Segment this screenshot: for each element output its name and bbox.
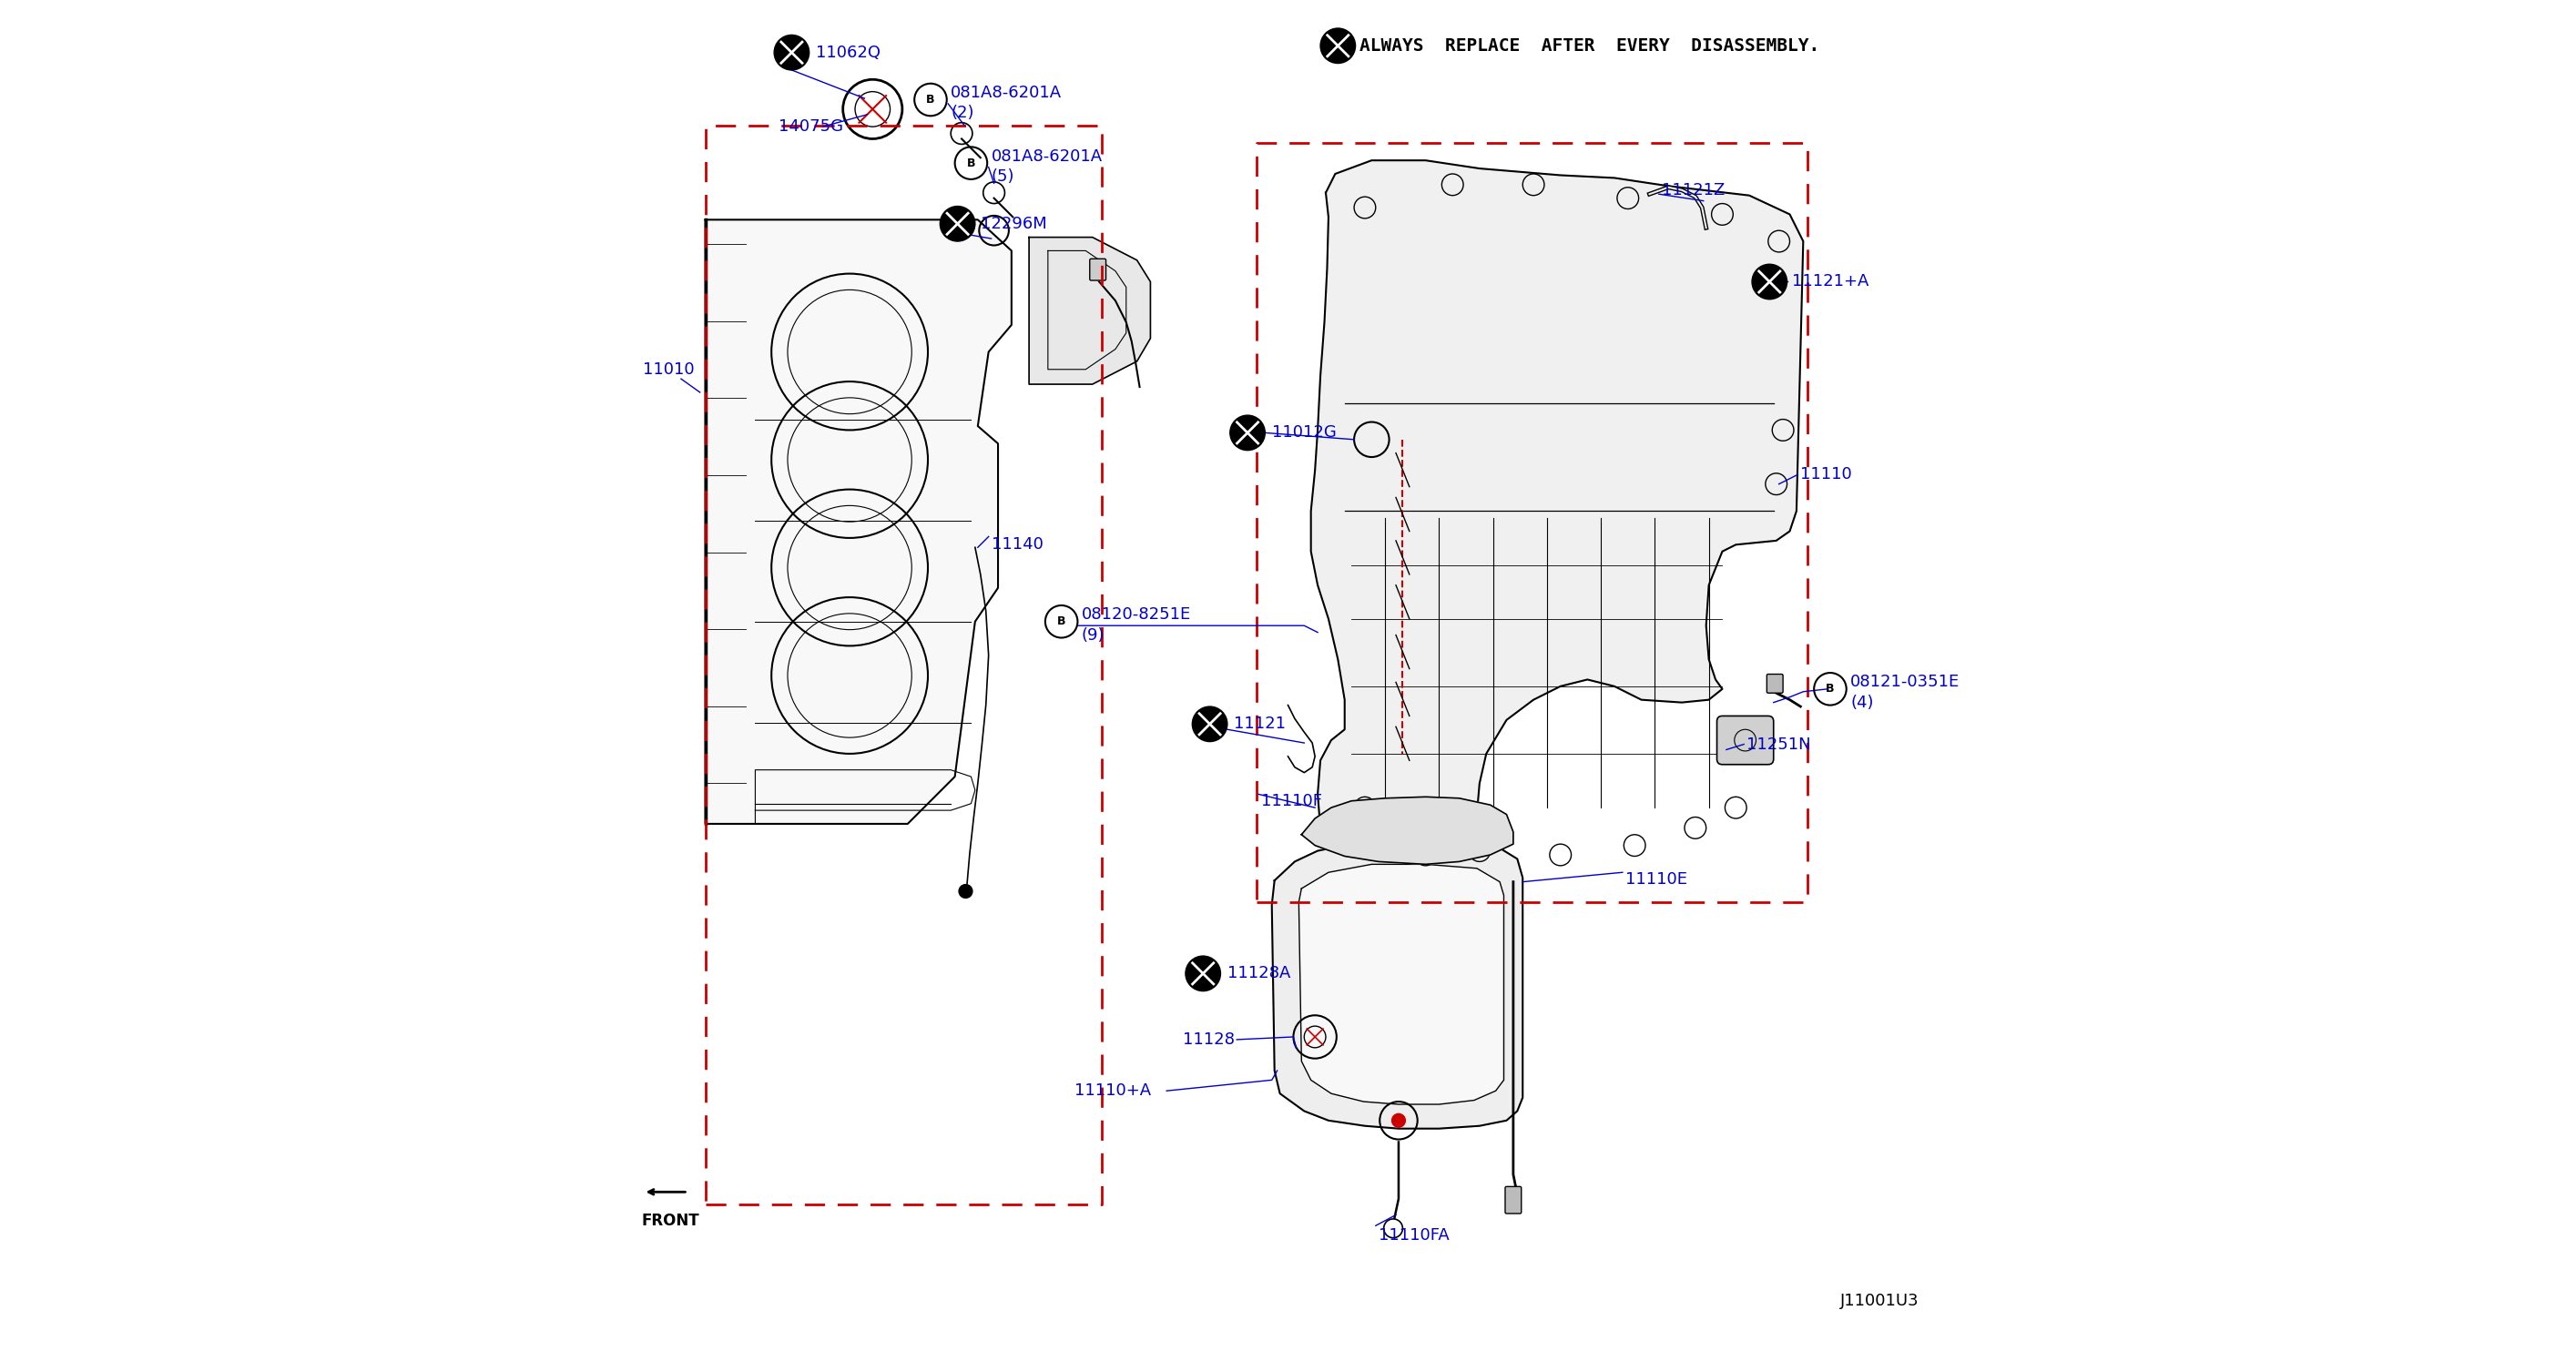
Polygon shape xyxy=(1273,844,1522,1128)
Polygon shape xyxy=(1301,797,1512,865)
Text: 12296M: 12296M xyxy=(981,216,1046,232)
Circle shape xyxy=(958,885,971,898)
Polygon shape xyxy=(1311,161,1803,873)
FancyBboxPatch shape xyxy=(1718,716,1772,765)
Text: 11110+A: 11110+A xyxy=(1074,1082,1151,1098)
Text: B: B xyxy=(1056,616,1066,627)
Text: B: B xyxy=(927,93,935,105)
Text: 081A8-6201A: 081A8-6201A xyxy=(992,149,1103,165)
Circle shape xyxy=(1321,28,1355,63)
Text: (2): (2) xyxy=(951,105,974,122)
Text: FRONT: FRONT xyxy=(641,1212,698,1228)
Text: (5): (5) xyxy=(992,169,1015,185)
Text: (4): (4) xyxy=(1850,694,1873,711)
Text: 11062Q: 11062Q xyxy=(817,45,881,61)
Circle shape xyxy=(1752,265,1788,300)
Circle shape xyxy=(940,207,976,242)
Text: 11110FA: 11110FA xyxy=(1378,1227,1450,1243)
Circle shape xyxy=(1193,707,1226,742)
Polygon shape xyxy=(1028,238,1151,384)
Text: 11128: 11128 xyxy=(1182,1031,1234,1048)
Circle shape xyxy=(1229,415,1265,450)
Text: 11010: 11010 xyxy=(644,361,696,377)
Text: 11128A: 11128A xyxy=(1226,966,1291,982)
Text: 08121-0351E: 08121-0351E xyxy=(1850,674,1960,690)
Text: 14075G: 14075G xyxy=(778,119,842,135)
Text: 11121: 11121 xyxy=(1234,716,1285,732)
Text: ALWAYS  REPLACE  AFTER  EVERY  DISASSEMBLY.: ALWAYS REPLACE AFTER EVERY DISASSEMBLY. xyxy=(1360,36,1819,54)
Text: 11110F: 11110F xyxy=(1262,793,1321,809)
Text: 11140: 11140 xyxy=(992,536,1043,553)
Circle shape xyxy=(775,35,809,70)
Text: B: B xyxy=(966,157,976,169)
Text: 11251N: 11251N xyxy=(1747,736,1811,753)
Text: (9): (9) xyxy=(1082,627,1105,643)
FancyBboxPatch shape xyxy=(1504,1186,1522,1213)
Text: 081A8-6201A: 081A8-6201A xyxy=(951,85,1061,101)
Polygon shape xyxy=(1298,865,1504,1104)
Circle shape xyxy=(1185,957,1221,992)
Polygon shape xyxy=(706,220,1012,824)
FancyBboxPatch shape xyxy=(1090,259,1105,281)
Circle shape xyxy=(1391,1113,1406,1127)
Text: 11012G: 11012G xyxy=(1273,424,1337,440)
Text: 11110: 11110 xyxy=(1801,466,1852,482)
Text: 11110E: 11110E xyxy=(1625,871,1687,888)
Text: B: B xyxy=(1826,684,1834,694)
Text: 11121+A: 11121+A xyxy=(1793,273,1870,290)
FancyBboxPatch shape xyxy=(1767,674,1783,693)
Text: J11001U3: J11001U3 xyxy=(1839,1293,1919,1309)
Text: 08120-8251E: 08120-8251E xyxy=(1082,607,1190,623)
Text: 11121Z: 11121Z xyxy=(1662,182,1726,199)
